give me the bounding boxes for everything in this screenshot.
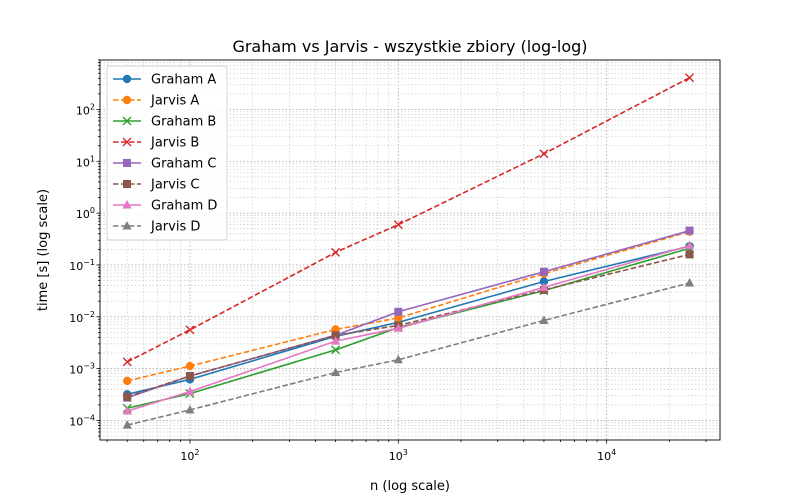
series-line [127, 247, 690, 410]
tick-labels: 102 103 104 10−4 10−3 10−2 10−1 100 101 102 [69, 102, 616, 463]
legend-marker [122, 116, 132, 126]
data-point [185, 404, 195, 414]
data-point [185, 386, 195, 396]
data-point [685, 226, 694, 235]
y-axis-label: time [s] (log scale) [36, 189, 51, 311]
legend-label: Graham C [151, 157, 216, 172]
legend-label: Graham A [151, 73, 216, 88]
data-point [331, 331, 340, 340]
x-tick-label: 104 [597, 448, 616, 463]
legend-item: Jarvis B [113, 136, 199, 151]
legend-label: Graham D [151, 199, 217, 214]
legend: Graham A Jarvis A Graham B Jarvis B Graham C… [106, 65, 228, 241]
series-line [127, 244, 690, 412]
legend-label: Graham B [151, 115, 216, 130]
data-point [394, 307, 403, 316]
y-tick-label: 10−2 [69, 310, 95, 325]
data-point [122, 420, 132, 429]
x-axis-label: n (log scale) [370, 479, 450, 494]
plot-series [122, 73, 695, 429]
data-point [122, 406, 132, 415]
y-tick-label: 100 [76, 206, 95, 221]
data-point [539, 149, 549, 159]
data-point [393, 323, 403, 332]
legend-marker [123, 159, 131, 167]
data-point [684, 240, 695, 250]
data-point [539, 315, 549, 324]
data-point [394, 313, 403, 323]
data-point [331, 247, 341, 257]
axes [96, 59, 721, 444]
data-point [393, 220, 403, 230]
series-jarvis-d [122, 277, 695, 429]
legend-marker [122, 95, 132, 105]
legend-item: Graham A [113, 73, 216, 88]
data-point [685, 73, 695, 83]
legend-label: Jarvis D [150, 220, 200, 235]
data-point [393, 354, 403, 364]
legend-marker [122, 137, 132, 147]
legend-label: Jarvis A [150, 94, 199, 109]
y-tick-label: 102 [76, 102, 95, 117]
legend-item: Jarvis A [113, 94, 199, 109]
y-tick-label: 10−3 [69, 362, 95, 377]
legend-item: Graham D [113, 199, 217, 214]
data-point [122, 357, 132, 367]
series-line [126, 76, 690, 363]
series-graham-d [122, 240, 695, 415]
y-tick-label: 101 [76, 154, 95, 169]
legend-marker [122, 74, 132, 84]
data-point [539, 277, 549, 286]
chart-title: Graham vs Jarvis - wszystkie zbiory (log… [232, 37, 587, 56]
data-point [331, 345, 341, 355]
data-point [185, 325, 195, 335]
y-tick-label: 10−1 [69, 258, 95, 273]
series-line [127, 245, 690, 396]
y-tick-label: 10−4 [69, 413, 95, 428]
data-point [684, 277, 695, 287]
series-line [126, 253, 690, 398]
series-line [126, 229, 690, 399]
data-point [330, 367, 341, 377]
data-point [123, 376, 132, 386]
legend-item: Jarvis C [113, 178, 199, 193]
x-tick-label: 102 [180, 448, 199, 463]
legend-marker [123, 180, 131, 188]
legend-label: Jarvis B [150, 136, 199, 151]
series-jarvis-b [122, 73, 695, 367]
legend-item: Graham C [113, 157, 216, 172]
data-point [185, 372, 194, 381]
data-point [539, 282, 549, 291]
data-point [539, 267, 548, 276]
legend-item: Jarvis D [113, 220, 200, 235]
data-point [123, 392, 132, 401]
legend-box [106, 65, 228, 241]
data-point [685, 250, 694, 259]
legend-marker [122, 200, 132, 209]
legend-marker [122, 221, 132, 230]
legend-label: Jarvis C [150, 178, 199, 193]
x-tick-label: 103 [389, 448, 408, 463]
data-point [185, 361, 195, 371]
legend-item: Graham B [113, 115, 216, 130]
data-point [330, 336, 341, 345]
plot-frame [99, 59, 721, 441]
